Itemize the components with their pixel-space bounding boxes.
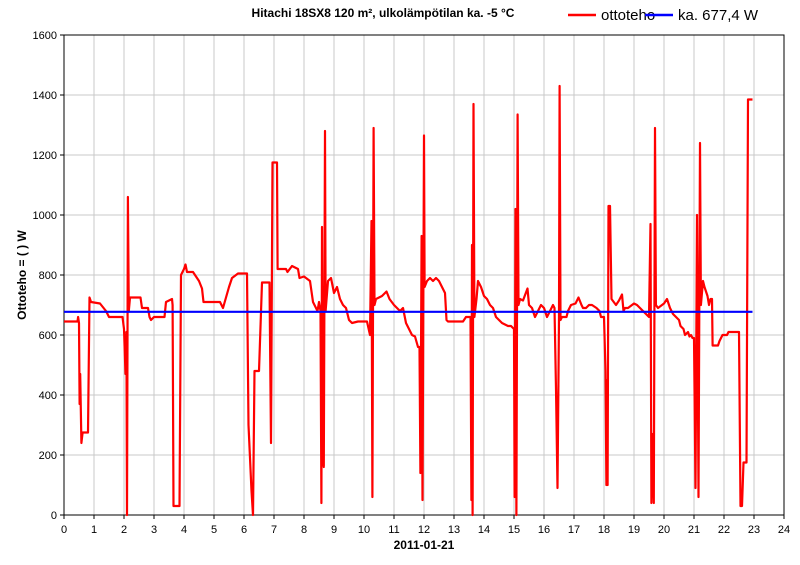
- series-lines: [64, 84, 753, 517]
- x-tick-label: 9: [331, 524, 337, 536]
- y-tick-label: 1600: [33, 30, 57, 42]
- legend-label: ottoteho: [601, 7, 655, 24]
- x-tick-label: 15: [508, 524, 520, 536]
- x-tick-label: 14: [478, 524, 490, 536]
- x-tick-label: 17: [568, 524, 580, 536]
- legend-box: [565, 1, 785, 29]
- legend-label: ka. 677,4 W: [678, 7, 759, 24]
- y-axis-title: Ottoteho = ( ) W: [15, 230, 29, 320]
- x-tick-label: 16: [538, 524, 550, 536]
- x-tick-label: 12: [418, 524, 430, 536]
- x-tick-label: 1: [91, 524, 97, 536]
- x-tick-label: 7: [271, 524, 277, 536]
- y-tick-label: 600: [39, 330, 57, 342]
- x-tick-label: 4: [181, 524, 187, 536]
- x-tick-label: 3: [151, 524, 157, 536]
- x-tick-label: 19: [628, 524, 640, 536]
- legend: ottoteho ka. 677,4 W: [565, 1, 785, 29]
- y-tick-label: 400: [39, 390, 57, 402]
- chart-title: Hitachi 18SX8 120 m², ulkolämpötilan ka.…: [252, 6, 515, 20]
- series-ottoteho-line: [64, 84, 753, 517]
- x-tick-label: 22: [718, 524, 730, 536]
- x-tick-label: 11: [388, 524, 399, 536]
- x-tick-label: 5: [211, 524, 217, 536]
- x-tick-label: 18: [598, 524, 610, 536]
- x-tick-label: 13: [448, 524, 460, 536]
- x-axis-title: 2011-01-21: [394, 538, 455, 552]
- x-tick-label: 0: [61, 524, 67, 536]
- x-tick-label: 23: [748, 524, 760, 536]
- y-axis-ticks: 0 200 400 600 800 1000 1200 1400 1600: [33, 30, 64, 522]
- y-tick-label: 800: [39, 270, 57, 282]
- x-tick-label: 24: [778, 524, 790, 536]
- y-tick-label: 1400: [33, 90, 57, 102]
- x-axis-ticks: 0 1 2 3 4 5 6 7 8 9 10 11 12 13 14 15 16 17 18 19 20 21 22 23 24: [61, 515, 790, 536]
- x-tick-label: 20: [658, 524, 670, 536]
- y-tick-label: 1200: [33, 150, 57, 162]
- x-tick-label: 6: [241, 524, 247, 536]
- x-tick-label: 21: [688, 524, 700, 536]
- x-tick-label: 2: [121, 524, 127, 536]
- x-tick-label: 8: [301, 524, 307, 536]
- x-tick-label: 10: [358, 524, 370, 536]
- y-tick-label: 200: [39, 450, 57, 462]
- y-tick-label: 1000: [33, 210, 57, 222]
- y-tick-label: 0: [51, 510, 57, 522]
